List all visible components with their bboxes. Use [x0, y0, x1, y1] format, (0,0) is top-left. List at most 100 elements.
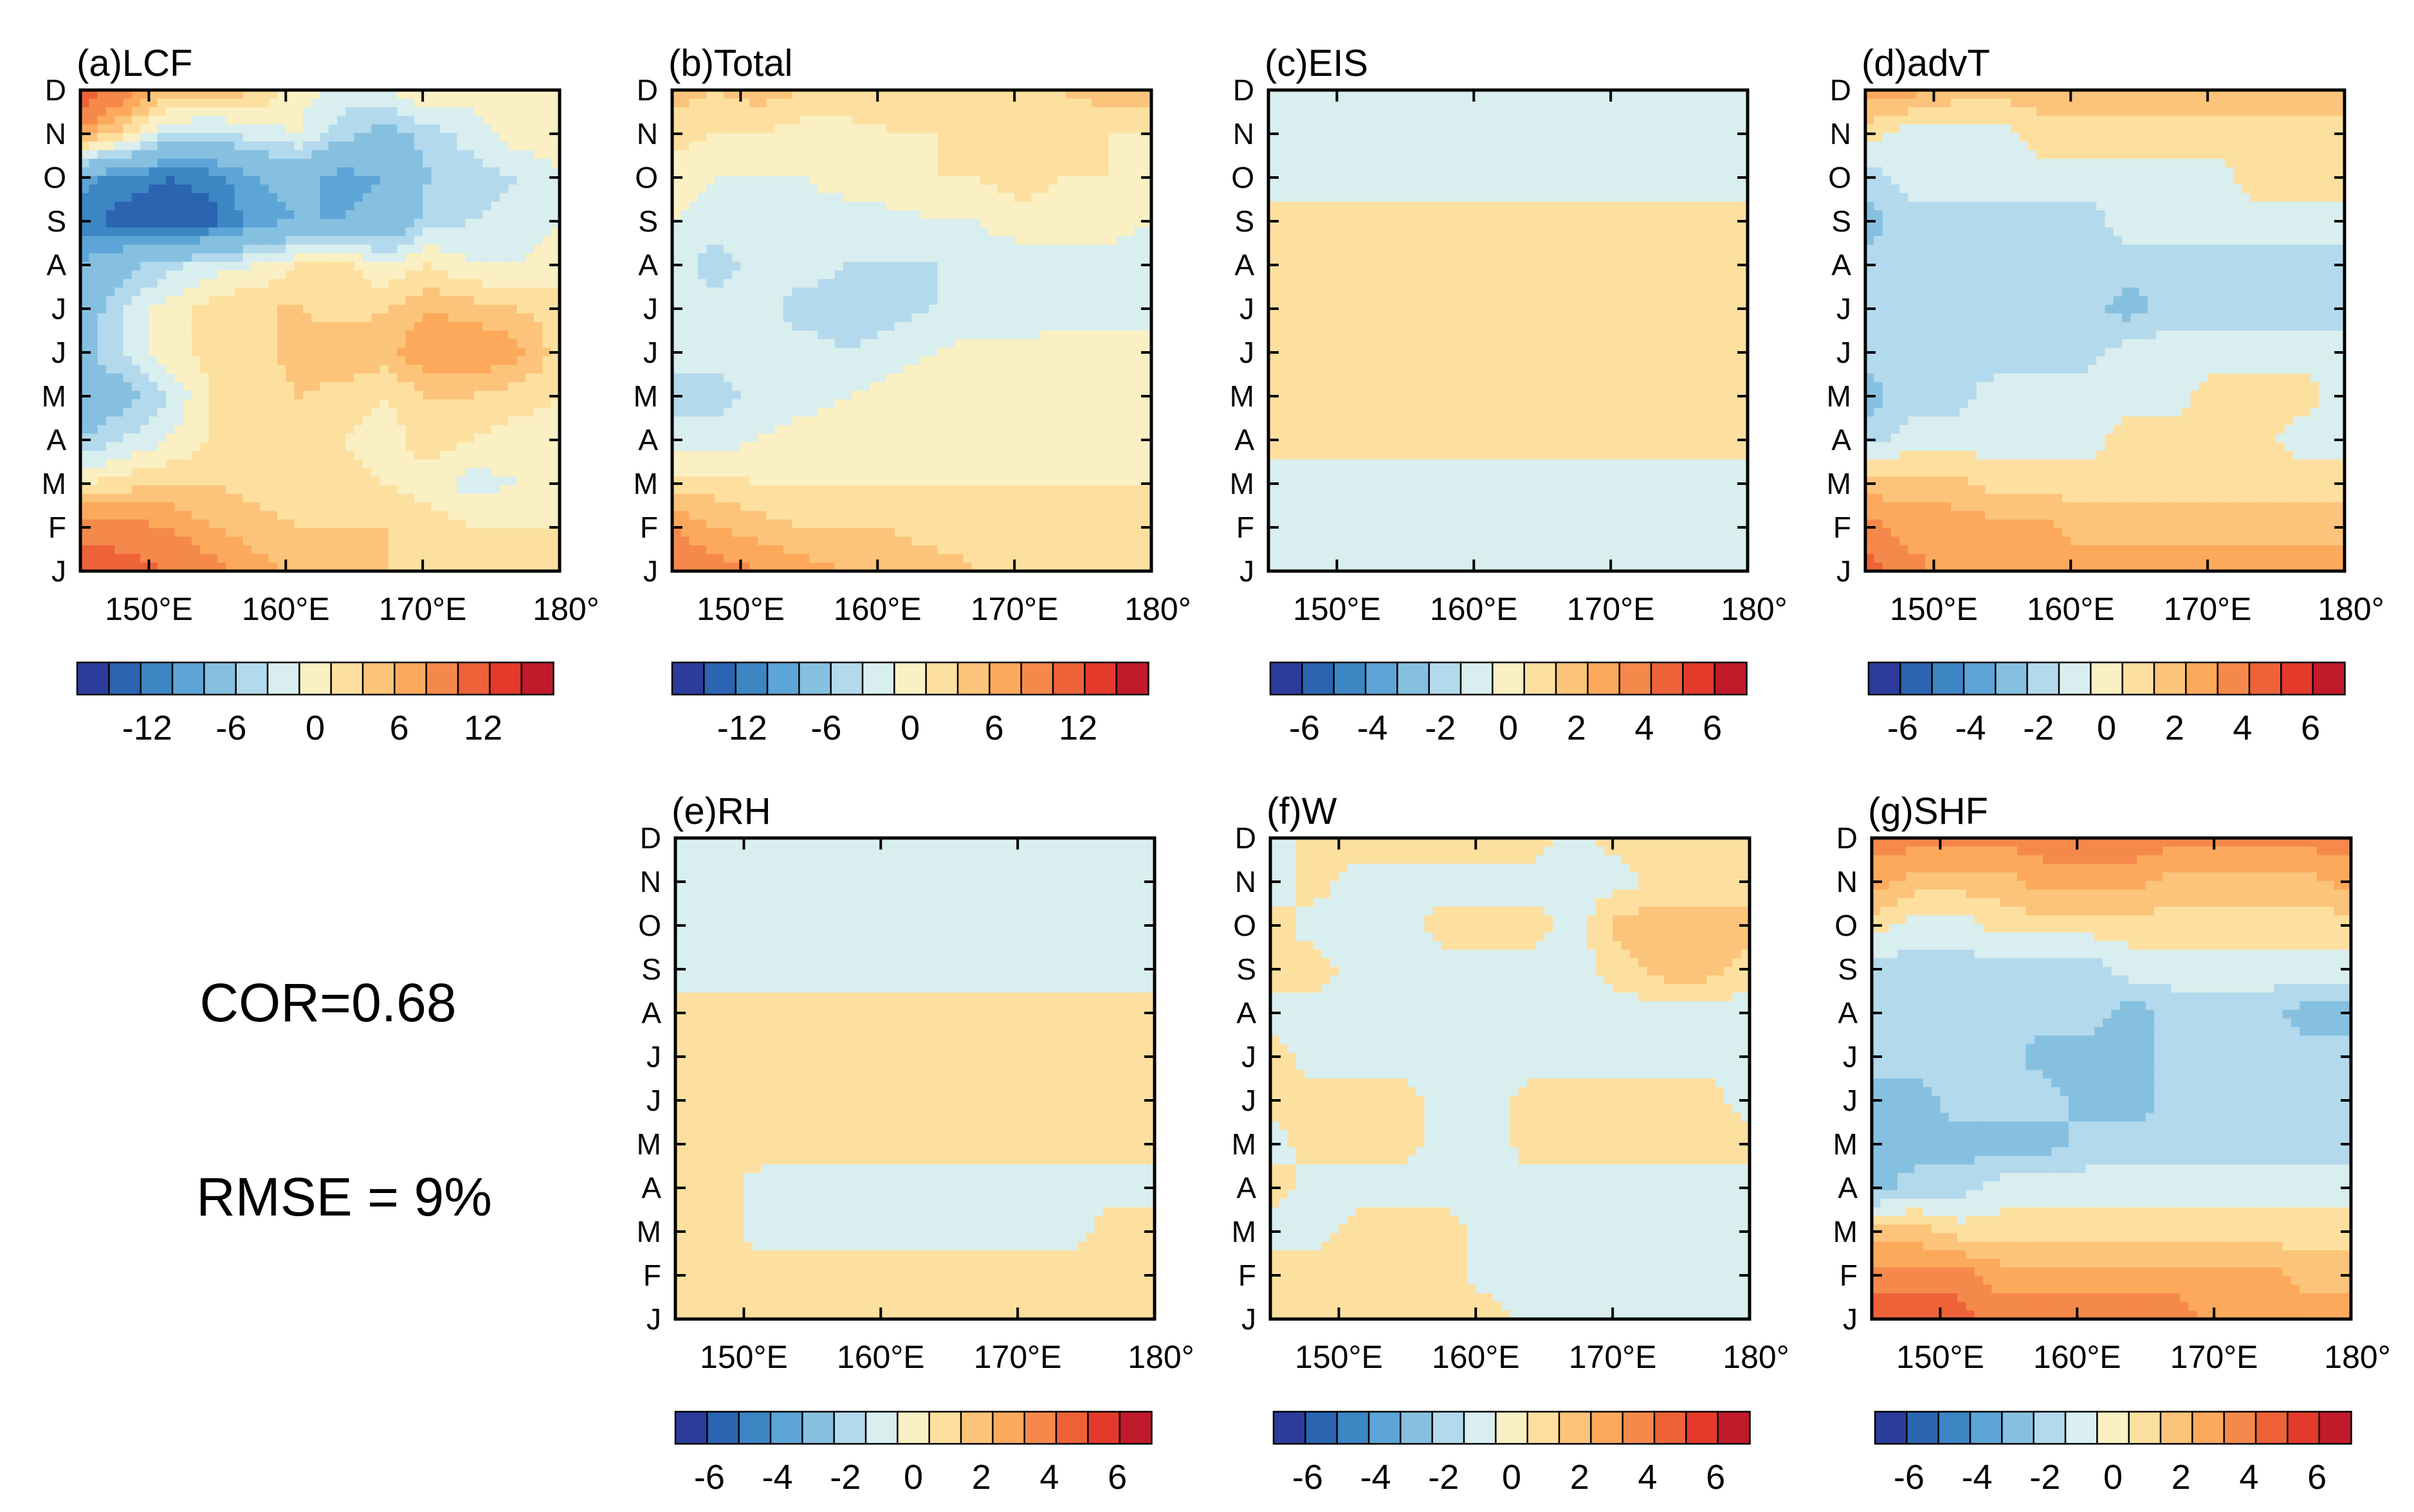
field-cell — [174, 347, 184, 357]
field-cell — [706, 193, 716, 203]
field-cell — [508, 296, 518, 305]
field-cell — [473, 244, 483, 254]
field-cell — [97, 356, 107, 366]
field-cell — [774, 124, 784, 134]
field-cell — [697, 201, 707, 211]
field-cell — [1074, 141, 1084, 151]
field-cell — [397, 528, 407, 538]
field-cell — [260, 468, 270, 477]
field-cell — [371, 262, 381, 271]
field-cell — [1091, 124, 1101, 134]
colorbar-box — [330, 661, 364, 696]
field-cell — [715, 313, 724, 323]
field-cell — [963, 244, 973, 254]
field-cell — [1005, 227, 1015, 237]
field-cell — [149, 477, 158, 486]
field-cell — [242, 545, 252, 554]
field-cell — [439, 477, 449, 486]
field-cell — [534, 554, 543, 563]
field-cell — [774, 201, 784, 211]
field-cell — [903, 304, 913, 314]
field-cell — [732, 219, 742, 228]
field-cell — [732, 356, 742, 366]
field-cell — [166, 519, 175, 529]
field-cell — [766, 150, 776, 159]
field-cell — [732, 331, 742, 340]
field-cell — [140, 150, 150, 159]
field-cell — [114, 477, 124, 486]
field-cell — [937, 227, 947, 237]
field-cell — [843, 347, 852, 357]
field-cell — [491, 408, 500, 417]
field-cell — [166, 477, 175, 486]
field-cell — [465, 132, 475, 142]
field-cell — [260, 184, 270, 194]
field-cell — [894, 90, 904, 99]
field-cell — [551, 442, 560, 451]
field-cell — [465, 107, 475, 116]
field-cell — [251, 227, 261, 237]
field-cell — [792, 236, 801, 246]
field-cell — [423, 511, 432, 520]
field-cell — [697, 193, 707, 203]
field-cell — [149, 382, 158, 392]
field-cell — [363, 278, 372, 288]
field-cell — [328, 390, 338, 400]
field-cell — [740, 176, 750, 185]
field-cell — [809, 184, 818, 194]
field-cell — [277, 141, 286, 151]
field-cell — [534, 322, 543, 331]
field-cell — [311, 150, 321, 159]
field-cell — [465, 219, 475, 228]
field-cell — [423, 158, 432, 168]
field-cell — [715, 278, 724, 288]
field-cell — [834, 339, 844, 349]
field-cell — [448, 468, 457, 477]
field-cell — [337, 399, 347, 408]
field-cell — [783, 322, 792, 331]
field-cell — [157, 141, 167, 151]
field-cell — [457, 184, 466, 194]
field-cell — [508, 132, 518, 142]
field-cell — [723, 287, 733, 297]
field-cell — [320, 262, 329, 271]
field-cell — [681, 270, 690, 280]
field-cell — [166, 270, 175, 280]
field-cell — [140, 132, 150, 142]
field-cell — [157, 511, 167, 520]
field-cell — [1134, 90, 1144, 99]
field-cell — [732, 278, 742, 288]
field-cell — [732, 262, 742, 271]
field-cell — [388, 468, 398, 477]
field-cell — [740, 124, 750, 134]
field-cell — [320, 356, 329, 366]
field-cell — [80, 554, 89, 563]
field-cell — [431, 416, 441, 426]
field-cell — [345, 545, 355, 554]
field-cell — [1005, 219, 1015, 228]
field-cell — [911, 201, 921, 211]
field-cell — [414, 219, 423, 228]
field-cell — [1031, 184, 1041, 194]
field-cell — [405, 528, 415, 538]
field-cell — [877, 201, 887, 211]
field-cell — [903, 253, 913, 262]
field-cell — [354, 176, 363, 185]
field-cell — [886, 356, 895, 366]
field-cell — [508, 399, 518, 408]
field-cell — [302, 227, 312, 237]
field-cell — [1048, 193, 1058, 203]
field-cell — [354, 132, 363, 142]
field-cell — [379, 477, 389, 486]
field-cell — [234, 433, 244, 443]
field-cell — [1100, 244, 1110, 254]
field-cell — [251, 287, 261, 297]
field-cell — [208, 287, 218, 297]
field-cell — [834, 296, 844, 305]
field-cell — [758, 193, 767, 203]
field-cell — [491, 287, 500, 297]
field-cell — [191, 408, 201, 417]
field-cell — [749, 270, 758, 280]
field-cell — [843, 167, 852, 177]
field-cell — [929, 304, 938, 314]
